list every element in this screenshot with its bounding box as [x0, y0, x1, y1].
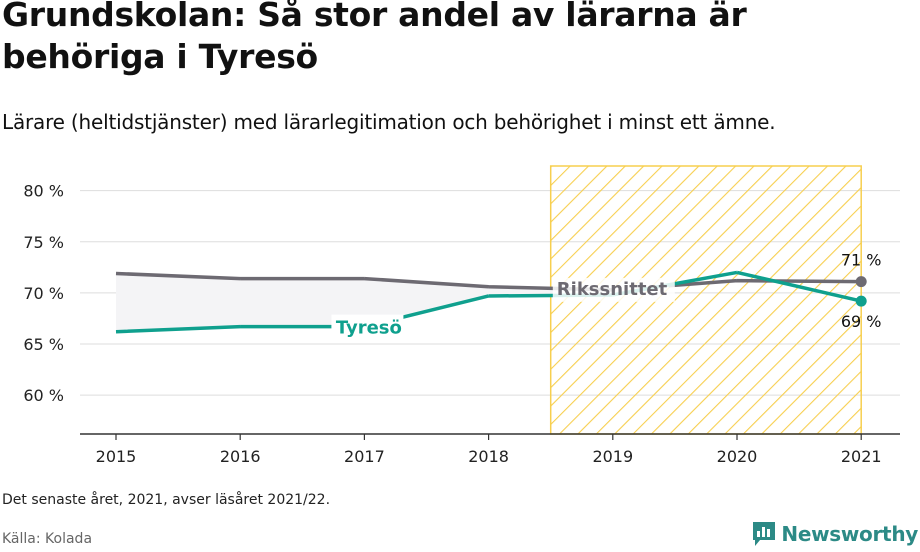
tyreso-label-bg — [331, 314, 404, 341]
end-label-rikssnittet: 71 % — [841, 251, 882, 270]
source-text: Källa: Kolada — [2, 531, 93, 547]
brand-name: Newsworthy — [781, 522, 918, 546]
x-tick-label: 2017 — [344, 447, 385, 466]
y-tick-label: 65 % — [23, 335, 64, 354]
y-tick-label: 70 % — [23, 284, 64, 303]
chart-subtitle: Lärare (heltidstjänster) med lärarlegiti… — [2, 110, 776, 134]
series-labels: Tyresö Rikssnittet 71 % 69 % — [336, 251, 882, 339]
end-label-tyreso: 69 % — [841, 312, 882, 331]
y-tick-label: 60 % — [23, 386, 64, 405]
x-tick-label: 2019 — [592, 447, 633, 466]
page-title: Grundskolan: Så stor andel av lärarna är… — [2, 0, 747, 76]
y-tick-label: 80 % — [23, 182, 64, 201]
series-line-tyreso-end-point — [855, 295, 867, 307]
x-tick-label: 2015 — [96, 447, 137, 466]
x-tick-label: 2021 — [841, 447, 882, 466]
y-tick-label: 75 % — [23, 233, 64, 252]
x-axis: 2015 2016 2017 2018 2019 2020 2021 — [80, 433, 900, 466]
series-lines — [115, 270, 867, 341]
x-tick-label: 2018 — [468, 447, 509, 466]
brand-logo: Newsworthy — [751, 520, 918, 548]
chart-bubble-icon — [753, 522, 776, 546]
series-label-rikssnittet: Rikssnittet — [557, 279, 668, 300]
series-label-tyreso: Tyresö — [336, 318, 402, 339]
x-tick-label: 2020 — [717, 447, 758, 466]
footnote: Det senaste året, 2021, avser läsåret 20… — [2, 492, 331, 508]
series-line-rikssnittet-end-point — [855, 276, 867, 288]
rikssnittet-label-bg — [552, 277, 675, 302]
x-tick-label: 2016 — [220, 447, 261, 466]
